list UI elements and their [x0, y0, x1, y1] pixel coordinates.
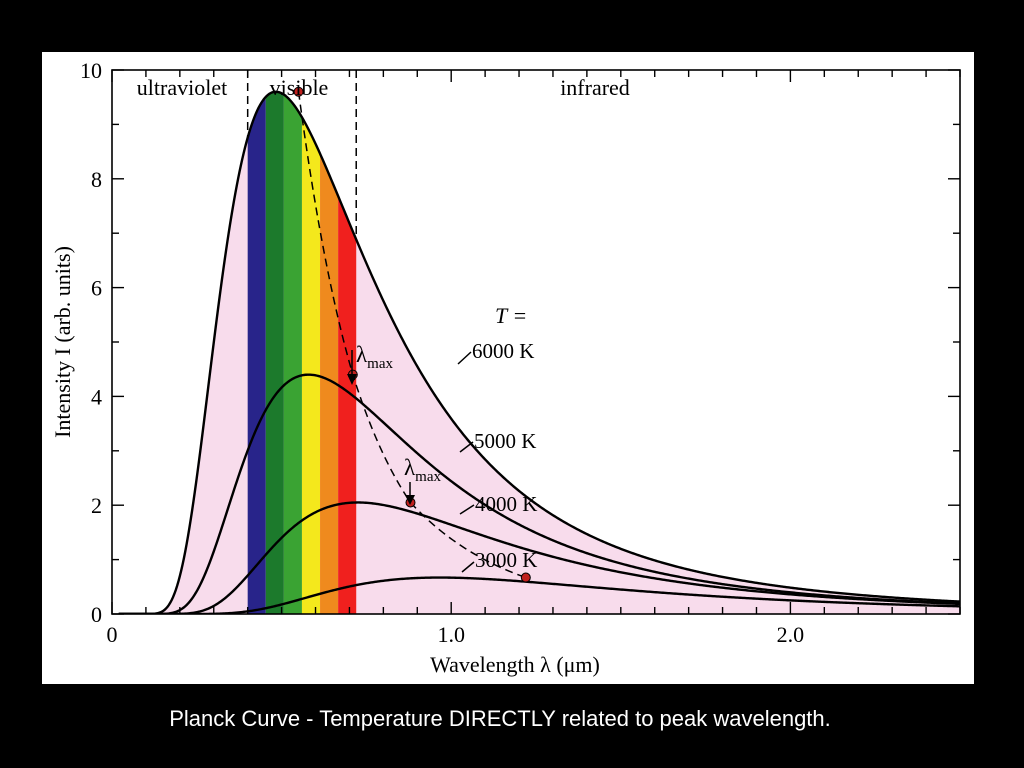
visible-spectrum-bands: [247, 91, 357, 614]
series-label-4000k: 4000 K: [475, 492, 537, 516]
spectrum-band-5: [320, 153, 339, 614]
planck-curve-3000k: [118, 576, 960, 614]
planck-curve-4000k: [118, 501, 960, 614]
peak-marker-6000k: [293, 86, 304, 97]
slide-caption: Planck Curve - Temperature DIRECTLY rela…: [169, 706, 831, 731]
y-tick-label: 4: [91, 384, 102, 409]
lambda-max-label-4000k: λmax: [404, 455, 441, 485]
axis-ticks: 0 1.0 2.0 0 2 4 6 8 10: [80, 58, 961, 647]
spectrum-band-2: [265, 91, 284, 614]
x-axis-label: Wavelength λ (μm): [430, 652, 600, 677]
planck-chart: 0 1.0 2.0 0 2 4 6 8 10 ultraviolet visible infra…: [50, 58, 961, 677]
x-tick-label: 0: [107, 622, 118, 647]
region-boundaries: [246, 70, 357, 240]
region-label-infrared: infrared: [560, 75, 630, 100]
planck-curve-6000k: [118, 90, 960, 614]
y-tick-label: 0: [91, 602, 102, 627]
y-tick-label: 8: [91, 167, 102, 192]
series-label-3000k: 3000 K: [475, 548, 537, 572]
spectrum-band-6: [338, 196, 357, 614]
region-label-visible: visible: [270, 75, 329, 100]
spectrum-band-4: [301, 117, 321, 614]
series-label-6000k: 6000 K: [472, 339, 534, 363]
y-axis-label: Intensity I (arb. units): [50, 246, 75, 438]
y-tick-label: 10: [80, 58, 102, 83]
y-tick-label: 6: [91, 276, 102, 301]
legend-heading: T =: [495, 303, 527, 328]
series-label-5000k: 5000 K: [474, 429, 536, 453]
x-tick-label: 1.0: [437, 622, 465, 647]
x-tick-label: 2.0: [777, 622, 805, 647]
planck-curves: [118, 90, 960, 614]
planck-curve-5000k: [118, 373, 960, 614]
region-label-ultraviolet: ultraviolet: [137, 75, 227, 100]
series-leader-lines: [457, 351, 475, 573]
lambda-max-arrowhead-5000k: [347, 374, 357, 385]
peak-marker-3000k: [520, 572, 531, 583]
y-tick-label: 2: [91, 493, 102, 518]
figure-panel: 0 1.0 2.0 0 2 4 6 8 10 ultraviolet visible infra…: [42, 52, 974, 684]
lambda-max-label-5000k: λmax: [356, 342, 393, 372]
spectrum-band-1: [247, 96, 266, 614]
lambda-max-arrowhead-4000k: [405, 495, 415, 505]
spectrum-band-3: [283, 94, 302, 614]
